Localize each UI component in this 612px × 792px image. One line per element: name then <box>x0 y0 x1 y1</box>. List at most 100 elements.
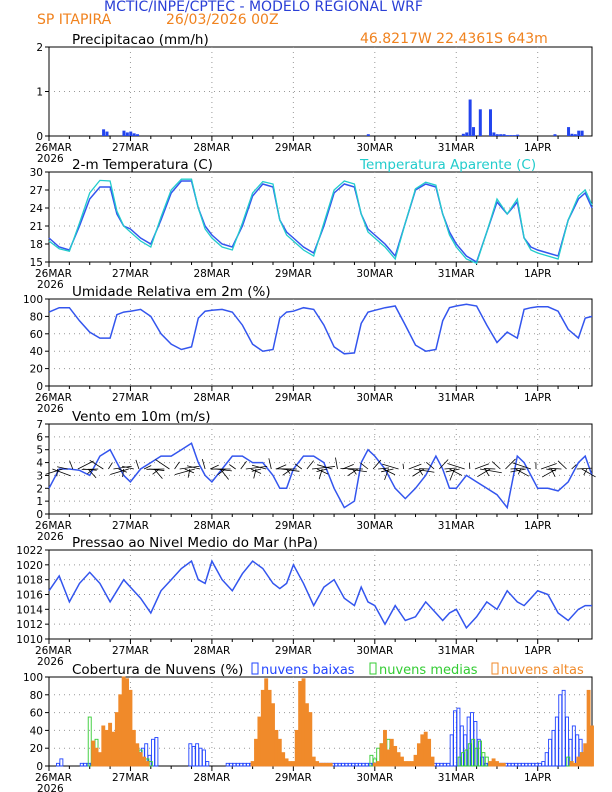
cloud-bar-0 <box>351 762 356 767</box>
press-date-label: 26MAR <box>35 645 72 657</box>
cloud-bar-2 <box>410 761 415 767</box>
wind-arrow <box>445 468 460 473</box>
wind-arrow <box>174 468 196 475</box>
rh-ytick-label: 20 <box>30 364 43 376</box>
clouds-ytick-label: 0 <box>36 761 43 773</box>
rh-date-label: 26MAR <box>35 392 72 404</box>
wind-arrow <box>438 459 449 470</box>
cloud-bar-0 <box>442 762 447 767</box>
cloud-bar-0 <box>79 762 84 767</box>
wind-arrow <box>347 468 367 473</box>
cloud-bar-2 <box>315 761 320 767</box>
press-title: Pressao ao Nivel Medio do Mar (hPa) <box>72 535 318 551</box>
clouds-panel <box>45 662 594 771</box>
cloud-bar-2 <box>288 761 292 767</box>
clouds-date-label: 1APR <box>524 772 552 784</box>
cloud-legend-swatch <box>369 662 377 675</box>
wind-arrow <box>384 468 389 480</box>
press-date-label: 1APR <box>524 645 552 657</box>
cloud-bar-2 <box>389 738 394 767</box>
cloud-bar-2 <box>121 676 126 767</box>
cloud-bar-2 <box>281 752 286 767</box>
cloud-bar-0 <box>537 762 542 767</box>
cloud-bar-0 <box>232 762 237 767</box>
cloud-bar-2 <box>318 762 323 767</box>
wind-title: Vento em 10m (m/s) <box>72 409 211 425</box>
cloud-bar-0 <box>517 762 522 767</box>
cloud-bar-2 <box>260 689 265 767</box>
wind-arrow <box>335 457 338 470</box>
cloud-bar-2 <box>267 689 272 767</box>
cloud-bar-0 <box>364 762 369 767</box>
press-ytick-label: 1010 <box>16 634 43 646</box>
wind-arrow <box>449 468 463 476</box>
wind-arrow <box>174 461 180 470</box>
cloud-bar-0 <box>188 743 193 767</box>
press-ytick-label: 1016 <box>16 590 43 602</box>
wind-arrow <box>484 468 490 477</box>
precip-bar <box>488 109 492 136</box>
cloud-bar-0 <box>191 745 196 767</box>
clouds-date-label: 26MAR <box>35 772 72 784</box>
cloud-bar-0 <box>524 762 529 767</box>
cloud-bar-2 <box>573 762 577 767</box>
cloud-bar-0 <box>56 762 60 767</box>
wind-date-label: 27MAR <box>112 520 149 532</box>
precip-bar <box>478 109 482 136</box>
temp-ytick-label: 15 <box>30 257 43 269</box>
wind-arrow <box>229 464 236 470</box>
cloud-bar-2 <box>427 738 432 767</box>
temp-date-label: 28MAR <box>193 268 230 280</box>
wind-arrow <box>347 468 359 477</box>
rh-date-label: 30MAR <box>356 392 393 404</box>
cloud-bar-2 <box>328 762 333 767</box>
wind-arrow <box>360 462 369 470</box>
run-date-label: 26/03/2026 00Z <box>166 12 279 28</box>
precip-bar <box>495 134 499 136</box>
clouds-date-label: 28MAR <box>193 772 230 784</box>
cloud-bar-2 <box>393 745 398 767</box>
temp-title: 2-m Temperatura (C) <box>72 157 213 173</box>
cloud-bar-0 <box>246 762 250 767</box>
wind-arrow <box>583 468 588 476</box>
cloud-bar-2 <box>301 678 306 767</box>
wind-arrow <box>491 461 501 470</box>
rh-ytick-label: 100 <box>23 294 43 306</box>
wind-arrow <box>152 468 160 475</box>
wind-arrow <box>153 468 163 479</box>
cloud-bar-2 <box>125 678 130 767</box>
cloud-bar-0 <box>358 762 362 767</box>
precip-bar <box>512 135 516 136</box>
clouds-ytick-label: 40 <box>30 725 43 737</box>
wind-arrow <box>576 467 593 470</box>
wind-arrow <box>383 468 396 476</box>
wind-date-label: 26MAR <box>35 520 72 532</box>
wind-arrow <box>352 468 357 475</box>
temp-legend: Temperatura Aparente (C) <box>359 157 536 173</box>
cloud-bar-2 <box>576 756 581 767</box>
rh-date-label: 28MAR <box>193 392 230 404</box>
wind-arrow <box>408 463 422 470</box>
cloud-bar-2 <box>569 761 574 767</box>
cloud-bar-0 <box>531 762 536 767</box>
cloud-bar-0 <box>534 762 539 767</box>
precip-date-label: 29MAR <box>275 142 312 154</box>
temp-date-label: 30MAR <box>356 268 393 280</box>
cloud-bar-2 <box>376 761 381 767</box>
cloud-bar-0 <box>341 762 346 767</box>
precip-bar <box>125 132 129 136</box>
cloud-bar-2 <box>142 756 146 767</box>
rh-date-label: 29MAR <box>275 392 312 404</box>
rh-ytick-label: 80 <box>30 311 43 323</box>
cloud-bar-0 <box>361 762 366 767</box>
cloud-bar-2 <box>257 716 262 767</box>
precip-bar <box>573 134 577 136</box>
press-ytick-label: 1022 <box>16 545 43 557</box>
wind-arrow <box>52 468 71 477</box>
cloud-bar-2 <box>135 743 140 767</box>
cloud-bar-2 <box>94 747 99 767</box>
cloud-bar-2 <box>495 761 499 767</box>
cloud-bar-0 <box>548 738 553 767</box>
cloud-bar-2 <box>101 725 106 767</box>
